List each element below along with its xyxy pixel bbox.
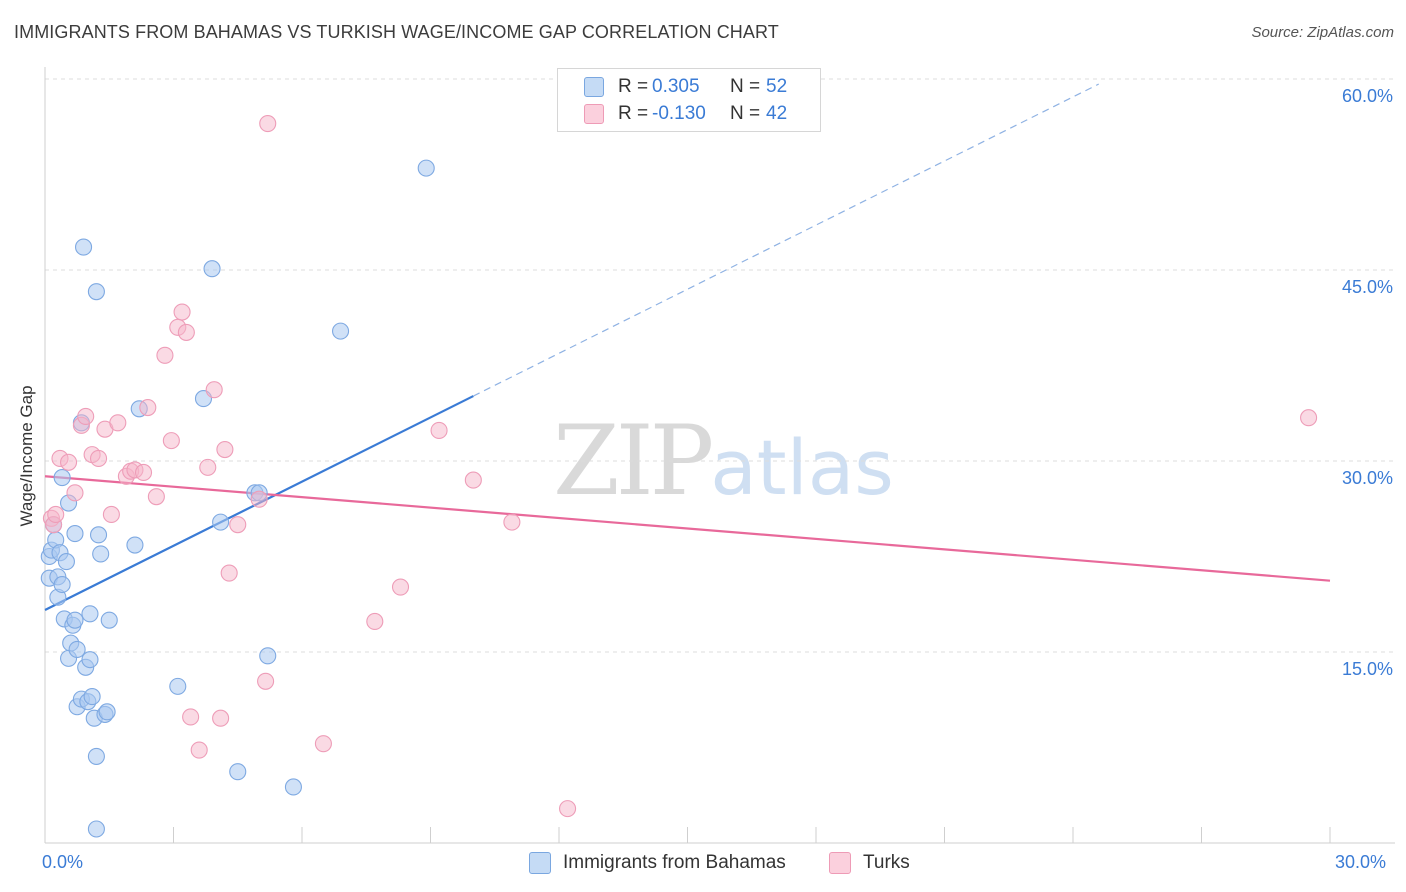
data-point-turks bbox=[391, 578, 410, 596]
watermark: ZIPatlas bbox=[553, 405, 894, 517]
data-point-bahamas bbox=[126, 536, 144, 554]
bottom-legend-swatch-bahamas bbox=[529, 852, 551, 874]
data-point-turks bbox=[559, 800, 577, 818]
bottom-legend-bahamas: Immigrants from Bahamas bbox=[529, 852, 786, 874]
data-point-turks bbox=[1300, 409, 1318, 427]
data-point-turks bbox=[162, 432, 180, 450]
bottom-legend-label: Turks bbox=[863, 852, 910, 873]
axes bbox=[44, 67, 1395, 844]
data-point-turks bbox=[220, 564, 238, 582]
data-point-turks bbox=[47, 505, 65, 524]
data-point-bahamas bbox=[417, 159, 435, 177]
data-point-turks bbox=[503, 513, 521, 531]
data-point-turks bbox=[216, 440, 234, 459]
data-point-bahamas bbox=[66, 611, 84, 629]
data-point-turks bbox=[156, 346, 174, 364]
series-bahamas-points bbox=[40, 159, 435, 838]
data-point-bahamas bbox=[203, 260, 221, 278]
data-point-bahamas bbox=[92, 545, 110, 563]
data-point-bahamas bbox=[68, 640, 86, 659]
data-point-turks bbox=[257, 672, 275, 690]
data-point-bahamas bbox=[229, 763, 247, 781]
y-tick-label: 60.0% bbox=[1341, 86, 1393, 106]
data-point-turks bbox=[366, 612, 384, 630]
legend-n-label: N = bbox=[730, 76, 761, 97]
stats-legend: R = 0.305 N = 52 R = -0.130 N = 42 bbox=[557, 68, 821, 132]
y-tick-label: 30.0% bbox=[1341, 468, 1393, 488]
legend-n-label: N = bbox=[730, 103, 761, 124]
data-point-turks bbox=[139, 398, 157, 417]
legend-row-turks: R = -0.130 N = 42 bbox=[584, 102, 787, 126]
data-point-turks bbox=[430, 421, 448, 439]
data-point-bahamas bbox=[75, 238, 93, 256]
data-point-bahamas bbox=[87, 820, 105, 838]
data-point-bahamas bbox=[98, 703, 116, 721]
data-point-turks bbox=[464, 471, 482, 489]
legend-r-label: R = bbox=[618, 76, 649, 97]
y-tick-label: 15.0% bbox=[1341, 659, 1393, 679]
y-axis-label: Wage/Income Gap bbox=[17, 385, 36, 527]
y-tick-label: 45.0% bbox=[1341, 277, 1393, 297]
data-point-bahamas bbox=[53, 575, 71, 594]
data-point-bahamas bbox=[89, 526, 108, 544]
x-tick-label: 30.0% bbox=[1335, 852, 1387, 872]
data-point-bahamas bbox=[259, 647, 277, 665]
x-tick-label: 0.0% bbox=[42, 852, 84, 872]
data-point-turks bbox=[66, 484, 84, 502]
bottom-legend-label: Immigrants from Bahamas bbox=[563, 852, 786, 873]
data-point-turks bbox=[89, 449, 108, 468]
bottom-legend-swatch-turks bbox=[829, 852, 851, 874]
data-point-turks bbox=[173, 303, 191, 321]
data-point-bahamas bbox=[169, 677, 187, 695]
data-point-bahamas bbox=[284, 778, 302, 796]
data-point-turks bbox=[199, 458, 217, 476]
data-point-turks bbox=[259, 115, 277, 133]
data-point-turks bbox=[77, 407, 95, 425]
data-point-bahamas bbox=[81, 651, 99, 669]
data-point-turks bbox=[229, 516, 247, 534]
data-point-turks bbox=[250, 490, 268, 508]
data-point-bahamas bbox=[331, 322, 350, 340]
legend-n-value: 42 bbox=[766, 103, 788, 124]
data-point-bahamas bbox=[87, 747, 105, 765]
source-label: Source: ZipAtlas.com bbox=[1251, 24, 1394, 41]
data-point-bahamas bbox=[81, 605, 99, 623]
legend-row-bahamas: R = 0.305 N = 52 bbox=[584, 75, 787, 99]
chart-title: IMMIGRANTS FROM BAHAMAS VS TURKISH WAGE/… bbox=[14, 22, 779, 42]
data-point-bahamas bbox=[57, 553, 75, 571]
legend-n-value: 52 bbox=[766, 76, 788, 97]
bottom-legend-turks: Turks bbox=[829, 852, 910, 874]
data-point-turks bbox=[134, 463, 153, 482]
data-point-bahamas bbox=[66, 525, 84, 543]
data-point-bahamas bbox=[83, 688, 101, 706]
data-point-turks bbox=[314, 735, 332, 753]
data-point-turks bbox=[177, 323, 195, 341]
data-point-turks bbox=[109, 414, 127, 432]
data-point-turks bbox=[182, 708, 200, 726]
legend-r-value: 0.305 bbox=[652, 76, 700, 97]
trend-line-bahamas-extension bbox=[473, 83, 1099, 397]
data-point-bahamas bbox=[87, 283, 105, 301]
watermark-atlas: atlas bbox=[710, 423, 894, 512]
legend-r-value: -0.130 bbox=[652, 103, 706, 124]
data-point-turks bbox=[205, 381, 223, 399]
legend-r-label: R = bbox=[618, 103, 649, 124]
data-point-bahamas bbox=[212, 513, 230, 531]
series-turks-points bbox=[42, 115, 1318, 818]
data-point-bahamas bbox=[53, 469, 71, 487]
legend-swatch-turks bbox=[584, 104, 604, 124]
gridlines bbox=[45, 78, 1395, 653]
data-point-bahamas bbox=[100, 611, 118, 629]
data-point-turks bbox=[102, 505, 120, 524]
data-point-turks bbox=[190, 741, 208, 759]
data-point-turks bbox=[212, 709, 230, 727]
data-point-turks bbox=[147, 488, 165, 506]
legend-swatch-bahamas bbox=[584, 77, 604, 97]
data-point-turks bbox=[60, 453, 78, 471]
